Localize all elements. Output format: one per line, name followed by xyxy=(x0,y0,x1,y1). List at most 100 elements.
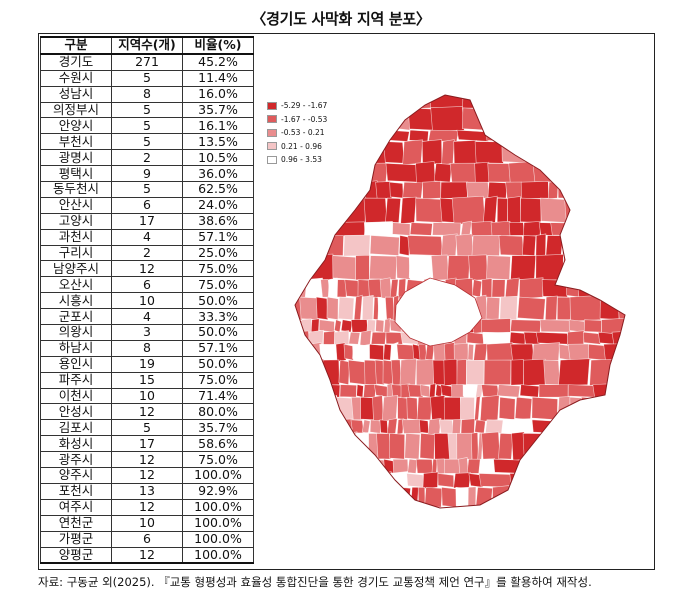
map-region xyxy=(582,331,601,345)
map-region xyxy=(617,296,625,321)
map-region xyxy=(375,319,385,333)
map-region xyxy=(416,359,435,386)
map-region xyxy=(561,234,585,257)
map-region xyxy=(295,127,303,144)
map-region xyxy=(319,343,339,361)
map-region xyxy=(409,129,429,142)
map-region xyxy=(497,384,521,398)
map-region xyxy=(305,140,336,164)
map-region xyxy=(361,107,389,131)
map-region xyxy=(429,95,464,109)
table-row: 경기도 271 45.2% xyxy=(40,53,254,71)
map-region xyxy=(425,343,435,361)
ratio-cell: 13.5% xyxy=(182,133,254,151)
map-region xyxy=(415,197,443,223)
map-region xyxy=(481,431,501,461)
map-region xyxy=(404,433,421,460)
count-cell: 12 xyxy=(111,451,183,469)
map-region xyxy=(430,254,450,281)
map-region xyxy=(361,419,371,434)
map-region xyxy=(490,220,512,238)
map-region xyxy=(535,254,564,282)
map-region xyxy=(420,384,431,398)
map-region xyxy=(522,220,542,238)
count-cell: 5 xyxy=(111,101,183,119)
map-region xyxy=(295,486,297,508)
map-region xyxy=(514,396,533,421)
region-cell: 의왕시 xyxy=(40,324,112,341)
map-region xyxy=(593,129,608,143)
map-region xyxy=(616,107,625,131)
map-region xyxy=(440,181,469,199)
map-region xyxy=(592,162,603,183)
map-region xyxy=(550,432,562,461)
ratio-cell: 57.1% xyxy=(182,228,254,246)
map-region xyxy=(349,473,367,488)
map-region xyxy=(589,458,614,474)
map-region xyxy=(361,295,374,322)
map-region xyxy=(441,139,455,166)
map-region xyxy=(485,419,504,434)
region-cell: 의정부시 xyxy=(40,101,112,119)
legend-item: 0.96 - 3.53 xyxy=(267,153,327,167)
count-cell: 12 xyxy=(111,467,183,484)
legend-item: -0.53 - 0.21 xyxy=(267,126,327,140)
map-region xyxy=(295,418,297,435)
map-region xyxy=(474,161,490,184)
map-region xyxy=(434,433,451,460)
ratio-cell: 36.0% xyxy=(182,165,254,183)
map-region xyxy=(362,487,375,508)
table-row: 양주시 12 100.0% xyxy=(40,467,254,484)
map-region xyxy=(363,95,379,110)
map-region xyxy=(535,129,563,142)
map-region xyxy=(402,139,423,166)
map-region xyxy=(470,432,479,461)
source-note: 자료: 구동균 외(2025). 『교통 형평성과 효율성 통합진단을 통한 경… xyxy=(38,575,592,589)
table-row: 고양시 17 38.6% xyxy=(40,212,254,230)
map-region xyxy=(548,471,579,490)
map-region xyxy=(324,506,340,508)
map-region xyxy=(429,383,436,399)
region-cell: 성남시 xyxy=(40,85,112,103)
map-region xyxy=(520,197,542,223)
table-row: 평택시 9 36.0% xyxy=(40,165,254,183)
map-region xyxy=(495,95,529,109)
ratio-cell: 58.6% xyxy=(182,435,254,453)
map-region xyxy=(564,419,576,434)
region-cell: 포천시 xyxy=(40,482,112,500)
count-cell: 5 xyxy=(111,419,183,437)
map-region xyxy=(465,181,490,199)
map-region xyxy=(301,395,316,422)
count-cell: 6 xyxy=(111,530,183,548)
map-region xyxy=(295,221,316,237)
ratio-cell: 80.0% xyxy=(182,403,254,421)
map-region xyxy=(479,506,494,508)
count-cell: 2 xyxy=(111,244,183,262)
map-region xyxy=(295,382,299,400)
map-region xyxy=(614,433,625,460)
map-region xyxy=(401,419,423,434)
map-region xyxy=(295,358,302,387)
table-row: 오산시 6 75.0% xyxy=(40,276,254,294)
map-region xyxy=(525,473,550,488)
map-region xyxy=(543,359,561,385)
ratio-cell: 38.6% xyxy=(182,212,254,230)
column-header: 지역수(개) xyxy=(111,36,183,55)
map-region xyxy=(559,141,573,164)
map-region xyxy=(376,433,392,460)
map-region xyxy=(614,358,625,387)
province-border xyxy=(294,94,626,509)
ratio-cell: 50.0% xyxy=(182,355,254,373)
map-region xyxy=(491,279,506,298)
map-region xyxy=(560,486,573,508)
map-region xyxy=(444,458,461,474)
map-region xyxy=(517,296,546,321)
count-cell: 10 xyxy=(111,292,183,310)
map-region xyxy=(462,384,476,398)
ratio-cell: 35.7% xyxy=(182,419,254,437)
region-cell: 파주시 xyxy=(40,371,112,389)
map-region xyxy=(579,506,597,508)
map-region xyxy=(326,296,339,321)
map-region xyxy=(389,181,404,199)
map-region xyxy=(486,255,511,280)
